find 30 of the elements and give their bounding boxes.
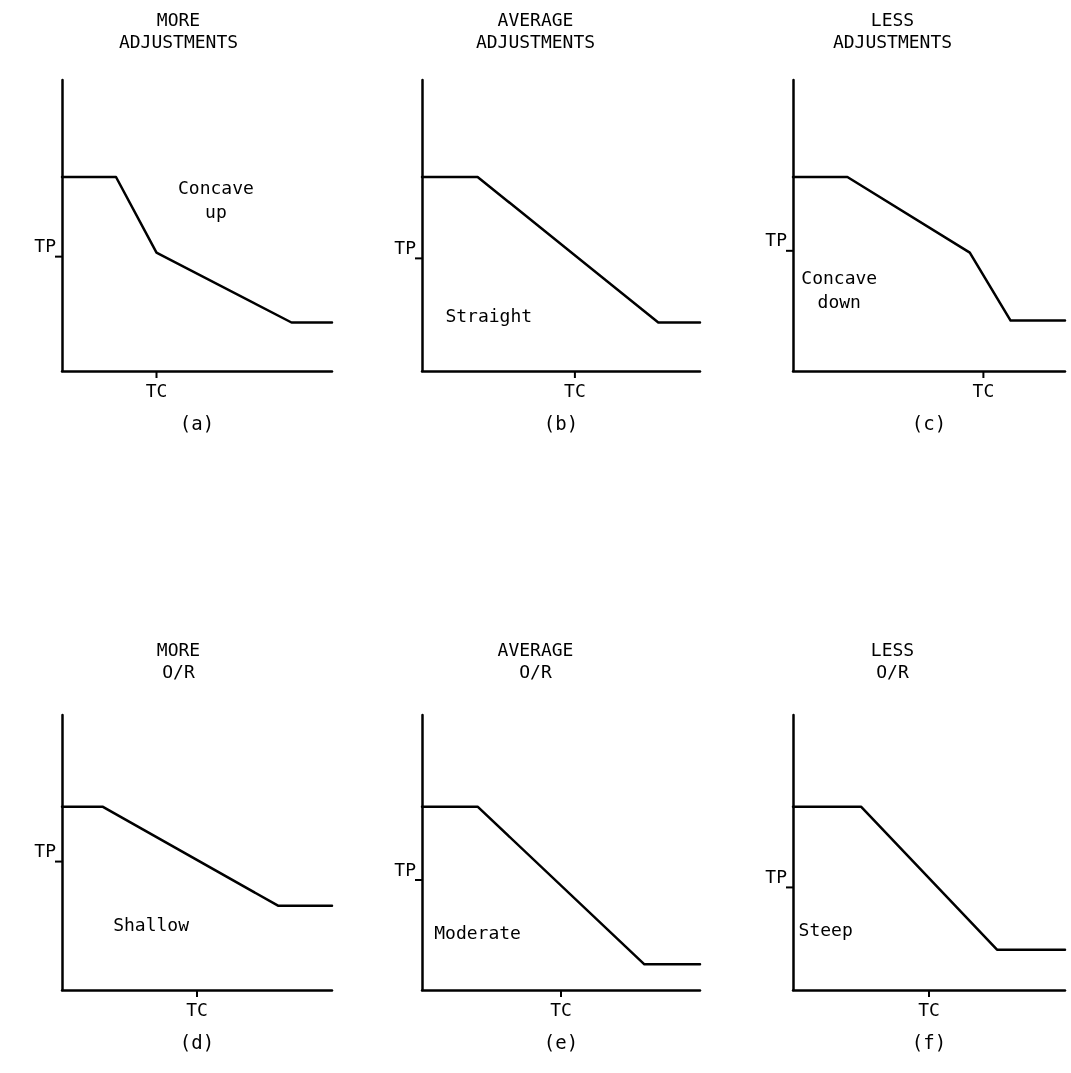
- chart-title: MORE O/R: [156, 638, 201, 682]
- text: TP: [34, 235, 57, 257]
- x-axis-title: (a): [179, 411, 215, 434]
- text: TC: [918, 998, 940, 1020]
- annotation: Steep: [798, 919, 853, 940]
- text: TC: [145, 379, 168, 401]
- text: TC: [550, 998, 572, 1020]
- chart-title: MORE ADJUSTMENTS: [118, 8, 239, 52]
- x-axis-title: (b): [543, 411, 579, 434]
- text: TP: [394, 858, 417, 880]
- text: TC: [186, 998, 208, 1020]
- chart-title: LESS ADJUSTMENTS: [832, 8, 953, 52]
- x-axis-title: (e): [543, 1030, 579, 1053]
- annotation: Moderate: [434, 921, 521, 943]
- text: TP: [394, 236, 417, 258]
- annotation: Shallow: [113, 913, 190, 935]
- chart-title: LESS O/R: [870, 638, 915, 682]
- text: TP: [765, 865, 788, 887]
- chart-title: AVERAGE O/R: [497, 638, 574, 682]
- annotation: Straight: [445, 305, 533, 327]
- text: TC: [972, 379, 995, 401]
- annotation: Concave up: [177, 176, 254, 222]
- annotation: Concave down: [801, 267, 878, 313]
- x-axis-title: (c): [911, 411, 947, 434]
- text: TC: [564, 379, 586, 401]
- x-axis-title: (d): [179, 1030, 215, 1053]
- chart-title: AVERAGE ADJUSTMENTS: [475, 8, 596, 52]
- x-axis-title: (f): [911, 1030, 947, 1053]
- text: TP: [34, 840, 57, 862]
- text: TP: [765, 229, 788, 251]
